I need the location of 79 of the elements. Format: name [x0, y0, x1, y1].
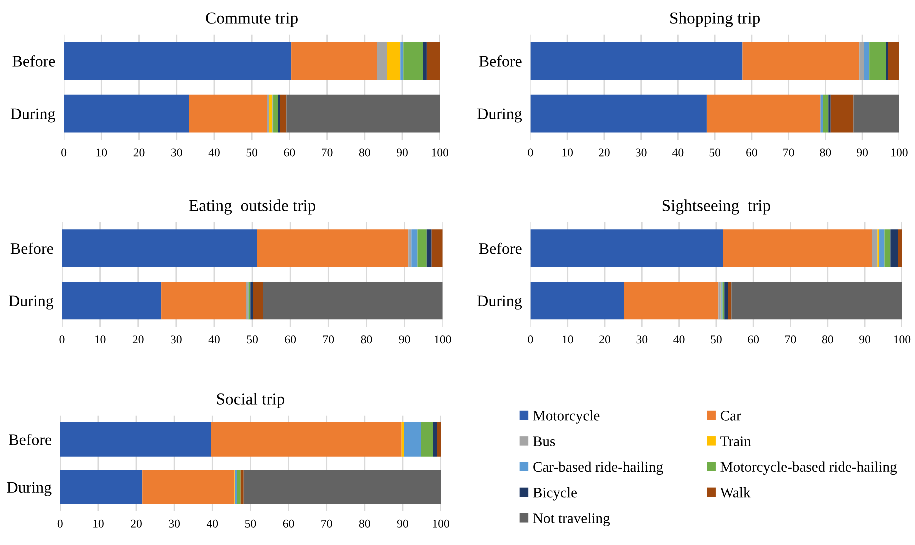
x-tick-label: 100: [433, 520, 450, 528]
x-tick-label: 90: [396, 148, 408, 157]
x-tick-label: 50: [711, 336, 722, 344]
x-tick-label: 60: [285, 336, 296, 344]
x-tick-label: 90: [857, 148, 868, 157]
x-tick-label: 30: [169, 520, 180, 528]
x-tick-label: 20: [600, 336, 610, 344]
legend-label: Walk: [720, 487, 751, 498]
x-tick-label: 100: [432, 148, 449, 157]
x-tick-label: 30: [172, 148, 182, 157]
x-tick-label: 0: [528, 336, 534, 344]
chart-title: Social trip: [217, 393, 285, 408]
x-tick-label: 70: [324, 336, 334, 344]
x-tick-label: 30: [636, 148, 647, 157]
x-tick-label: 0: [62, 148, 67, 157]
x-tick-label: 0: [58, 520, 63, 528]
x-tick-label: 50: [245, 520, 256, 528]
x-tick-label: 40: [672, 148, 684, 157]
x-tick-label: 100: [892, 148, 908, 157]
y-tick-label: During: [7, 482, 52, 496]
x-tick-label: 60: [283, 520, 294, 528]
y-tick-label: Before: [479, 242, 522, 254]
x-tick-label: 50: [247, 336, 258, 344]
legend-label: Motorcycle: [533, 410, 600, 424]
x-tick-label: 0: [528, 148, 534, 157]
x-tick-label: 70: [784, 148, 794, 157]
x-tick-label: 50: [246, 148, 258, 157]
x-tick-label: 40: [208, 148, 220, 157]
y-tick-label: During: [478, 108, 522, 123]
chart-title: Eating outside trip: [189, 200, 316, 215]
x-tick-label: 20: [131, 520, 142, 528]
y-tick-label: During: [9, 296, 54, 310]
legend-label: Car: [720, 411, 742, 421]
x-tick-label: 100: [894, 336, 911, 344]
x-tick-label: 80: [359, 148, 370, 157]
x-tick-label: 40: [206, 520, 218, 528]
y-tick-label: During: [478, 296, 522, 310]
legend-label: Train: [720, 436, 752, 446]
x-tick-label: 100: [435, 336, 452, 344]
y-tick-label: Before: [479, 55, 522, 67]
y-tick-label: Before: [9, 434, 52, 446]
chart-title: Shopping trip: [670, 12, 760, 28]
x-tick-label: 60: [746, 148, 758, 157]
x-tick-label: 10: [95, 336, 106, 344]
x-tick-label: 90: [860, 336, 870, 344]
x-tick-label: 80: [359, 520, 370, 528]
x-tick-label: 10: [562, 336, 574, 344]
x-tick-label: 80: [822, 336, 834, 344]
legend-label: Motorcycle-based ride-hailing: [720, 462, 898, 476]
x-tick-label: 10: [96, 148, 108, 157]
y-tick-label: Before: [12, 55, 56, 67]
x-tick-label: 80: [361, 336, 372, 344]
y-tick-label: During: [10, 108, 56, 123]
chart-title: Sightseeing trip: [662, 200, 770, 215]
x-tick-label: 50: [710, 148, 721, 157]
x-tick-label: 60: [284, 148, 296, 157]
x-tick-label: 30: [171, 336, 182, 344]
x-tick-label: 40: [208, 336, 220, 344]
legend-label: Not traveling: [533, 513, 610, 526]
chart-title: Commute trip: [206, 12, 298, 28]
x-tick-label: 20: [132, 336, 144, 344]
legend-label: Bicycle: [533, 487, 577, 501]
x-tick-label: 10: [562, 148, 574, 157]
x-tick-label: 70: [322, 520, 332, 528]
legend-label: Car-based ride-hailing: [534, 462, 664, 476]
x-tick-label: 10: [94, 520, 104, 528]
x-tick-label: 80: [820, 148, 832, 157]
x-tick-label: 40: [674, 336, 685, 344]
x-tick-label: 20: [599, 148, 610, 157]
x-tick-label: 90: [399, 336, 410, 344]
x-tick-label: 0: [60, 336, 65, 344]
legend-label: Bus: [533, 436, 556, 446]
x-tick-label: 20: [134, 148, 145, 157]
x-tick-label: 90: [397, 520, 408, 528]
y-tick-label: Before: [10, 242, 54, 254]
x-tick-label: 60: [748, 336, 760, 344]
x-tick-label: 70: [786, 336, 796, 344]
x-tick-label: 70: [322, 148, 333, 157]
x-tick-label: 30: [636, 336, 648, 344]
